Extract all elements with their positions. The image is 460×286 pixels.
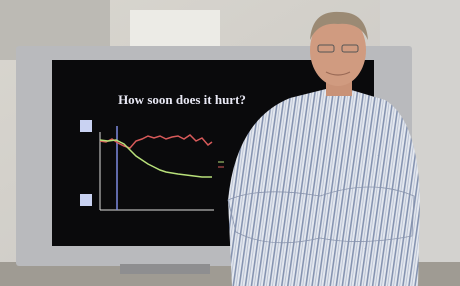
screen-icon — [80, 120, 92, 132]
box — [130, 10, 220, 50]
photo: How soon does it hurt? — [0, 0, 460, 286]
page: {"screen": {"title": "How soon does it h… — [0, 0, 460, 286]
monitor-stand — [120, 264, 210, 274]
crossed-arms — [228, 187, 414, 243]
screen-title: How soon does it hurt? — [118, 92, 246, 107]
screen-icon — [80, 194, 92, 206]
